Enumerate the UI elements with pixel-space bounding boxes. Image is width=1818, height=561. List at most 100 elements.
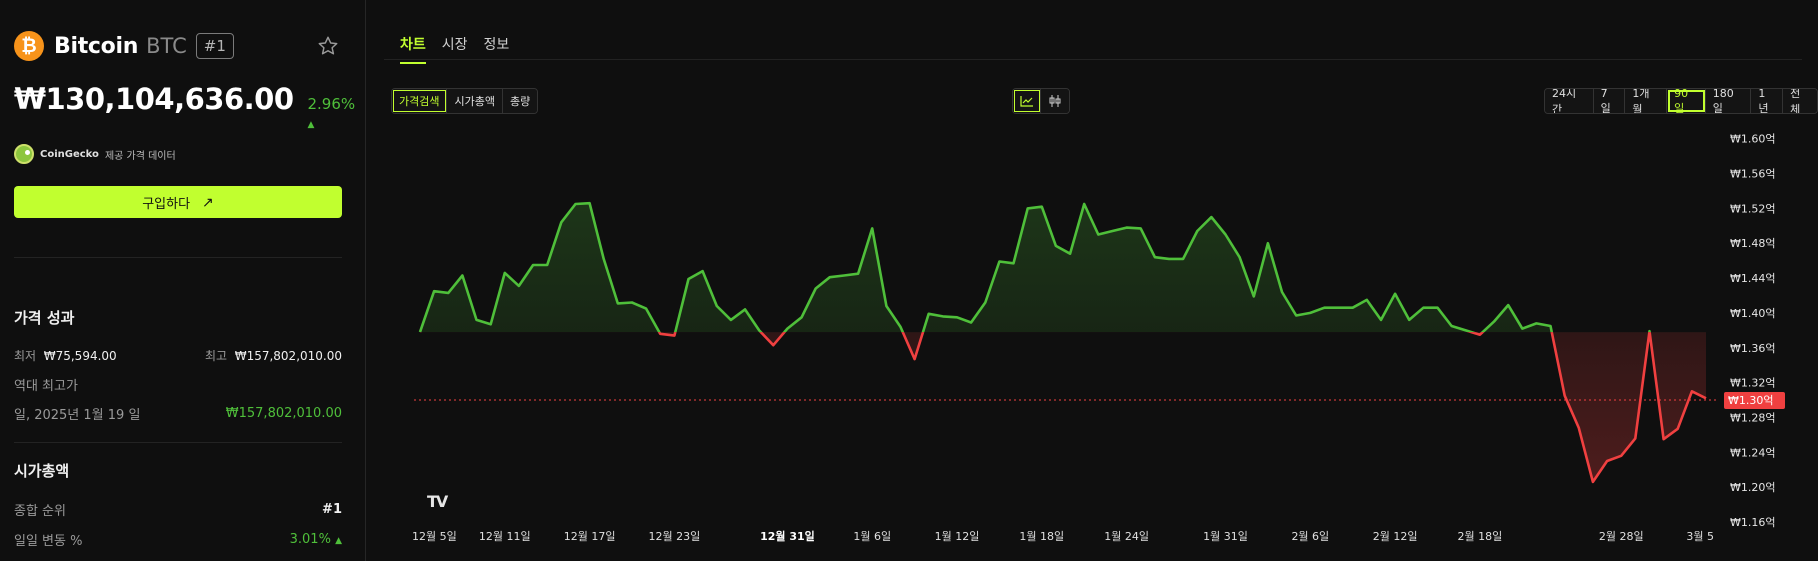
y-tick-label: ₩1.36억: [1730, 342, 1776, 355]
range-7d-button[interactable]: 7일: [1593, 89, 1626, 113]
tab-underline: [384, 59, 1802, 60]
price-change: 2.96% ▲: [308, 95, 366, 131]
area-above-baseline: [420, 203, 1650, 333]
x-tick-label: 12월 31일: [760, 529, 815, 543]
high-label: 최고: [204, 349, 228, 363]
x-tick-label: 1월 31일: [1203, 529, 1248, 543]
x-tick-label: 1월 6일: [853, 529, 891, 543]
bitcoin-logo-icon: ₿: [14, 31, 44, 61]
metric-marketcap-button[interactable]: 시가총액: [447, 89, 503, 113]
ath-label-row: 역대 최고가: [14, 375, 342, 394]
current-price-tag: ₩1.30억: [1724, 392, 1785, 410]
market-cap-title: 시가총액: [14, 462, 70, 480]
ath-value: ₩157,802,010.00: [225, 406, 342, 421]
buy-button[interactable]: 구입하다 ↗: [14, 186, 342, 218]
provider-name: CoinGecko: [40, 148, 99, 160]
tab-bar: 차트 시장 정보: [400, 34, 525, 64]
plot-area: [414, 201, 1716, 484]
current-price: ₩130,104,636.00: [14, 82, 294, 116]
buy-button-label: 구입하다: [142, 195, 191, 211]
price-change-value: 2.96%: [307, 95, 356, 113]
x-tick-label: 12월 17일: [564, 529, 616, 543]
metric-volume-button[interactable]: 총량: [502, 89, 538, 113]
chart-type-group: [1012, 88, 1070, 114]
range-24h-button[interactable]: 24시간: [1545, 89, 1594, 113]
y-tick-label: ₩1.60억: [1730, 133, 1776, 146]
x-tick-label: 2월 12일: [1373, 529, 1418, 543]
series-line-up: [418, 201, 1651, 333]
overall-rank-label: 종합 순위: [14, 504, 66, 519]
daily-change-row: 일일 변동 % 3.01% ▲: [14, 530, 342, 549]
y-tick-label: ₩1.40억: [1730, 307, 1776, 320]
low-high-row: 최저 ₩75,594.00 최고 ₩157,802,010.00: [14, 347, 342, 364]
range-90d-button[interactable]: 90일: [1667, 89, 1706, 113]
y-tick-label: ₩1.32억: [1730, 377, 1776, 390]
x-tick-label: 12월 11일: [479, 529, 531, 543]
x-tick-label: 1월 12일: [935, 529, 980, 543]
provider-text: 제공 가격 데이터: [104, 150, 176, 162]
low-value: ₩75,594.00: [43, 349, 117, 363]
x-tick-label: 2월 28일: [1599, 529, 1644, 543]
y-tick-label: ₩1.24억: [1730, 446, 1776, 459]
up-arrow-icon: ▲: [307, 120, 315, 130]
x-tick-label: 1월 24일: [1104, 529, 1149, 543]
y-tick-label: ₩1.44억: [1730, 272, 1776, 285]
price-row: ₩130,104,636.00 2.96% ▲: [14, 82, 365, 131]
ath-row: 일, 2025년 1월 19 일 ₩157,802,010.00: [14, 404, 342, 423]
range-180d-button[interactable]: 180일: [1705, 89, 1752, 113]
up-arrow-icon: ▲: [335, 536, 342, 546]
series-line-down: [419, 332, 1707, 484]
data-provider: CoinGecko 제공 가격 데이터: [14, 144, 176, 164]
candlestick-icon[interactable]: [1041, 89, 1069, 113]
y-tick-label: ₩1.48억: [1730, 237, 1776, 250]
price-chart[interactable]: ₩1.60억 ₩1.56억 ₩1.52억 ₩1.48억 ₩1.44억 ₩1.40억 ₩1.3…: [384, 130, 1818, 561]
favorite-star-icon[interactable]: [314, 32, 342, 60]
x-axis: 12월 5일 12월 11일 12월 17일 12월 23일 12월 31일 1월 6일 1…: [412, 529, 1714, 543]
x-tick-label: 3월 5: [1686, 530, 1714, 543]
x-tick-label: 2월 6일: [1291, 529, 1329, 543]
line-chart-icon[interactable]: [1013, 89, 1041, 113]
divider: [14, 257, 342, 258]
overall-rank-value: #1: [322, 502, 342, 517]
divider: [14, 442, 342, 443]
coingecko-logo-icon: [14, 144, 34, 164]
current-price-tag-bg: [1724, 392, 1785, 410]
coin-info-panel: ₿ Bitcoin BTC #1 ₩130,104,636.00 2.96% ▲…: [0, 0, 366, 561]
tradingview-logo-icon: TV: [427, 492, 448, 511]
range-all-button[interactable]: 전체: [1783, 89, 1817, 113]
x-tick-label: 2월 18일: [1458, 529, 1503, 543]
arrow-up-right-icon: ↗: [202, 193, 214, 210]
tab-market[interactable]: 시장: [441, 37, 468, 53]
high-value: ₩157,802,010.00: [234, 349, 342, 363]
tab-chart[interactable]: 차트: [400, 34, 426, 64]
y-tick-label: ₩1.16억: [1730, 516, 1776, 529]
y-tick-label: ₩1.20억: [1730, 481, 1776, 494]
ath-date: 일, 2025년 1월 19 일: [14, 408, 141, 423]
low-label: 최저: [14, 349, 37, 363]
range-1m-button[interactable]: 1개월: [1625, 89, 1668, 113]
x-tick-label: 12월 5일: [412, 529, 457, 543]
y-axis: ₩1.60억 ₩1.56억 ₩1.52억 ₩1.48억 ₩1.44억 ₩1.40억 ₩1.3…: [1730, 133, 1776, 529]
tab-info[interactable]: 정보: [483, 37, 510, 53]
metric-price-button[interactable]: 가격검색: [392, 89, 448, 113]
coin-name: Bitcoin: [54, 33, 139, 59]
price-performance-title: 가격 성과: [14, 309, 75, 327]
coin-symbol: BTC: [146, 34, 187, 58]
range-button-group: 24시간 7일 1개월 90일 180일 1년 전체: [1544, 88, 1818, 114]
daily-change-value: 3.01%: [289, 532, 331, 547]
y-tick-label: ₩1.28억: [1730, 411, 1776, 424]
daily-change: 3.01% ▲: [290, 532, 342, 547]
x-tick-label: 1월 18일: [1019, 529, 1064, 543]
metric-button-group: 가격검색 시가총액 총량: [391, 88, 539, 114]
x-tick-label: 12월 23일: [649, 529, 701, 543]
y-tick-label: ₩1.56억: [1730, 168, 1776, 181]
area-below-baseline: [420, 332, 1706, 482]
y-tick-label: ₩1.52억: [1730, 202, 1776, 215]
daily-change-label: 일일 변동 %: [14, 534, 83, 549]
overall-rank-row: 종합 순위 #1: [14, 500, 342, 519]
current-price-tag-label: ₩1.30억: [1728, 394, 1774, 407]
coin-header: ₿ Bitcoin BTC #1: [14, 30, 342, 62]
rank-badge: #1: [195, 33, 234, 59]
ath-label: 역대 최고가: [14, 379, 78, 394]
range-1y-button[interactable]: 1년: [1751, 89, 1784, 113]
